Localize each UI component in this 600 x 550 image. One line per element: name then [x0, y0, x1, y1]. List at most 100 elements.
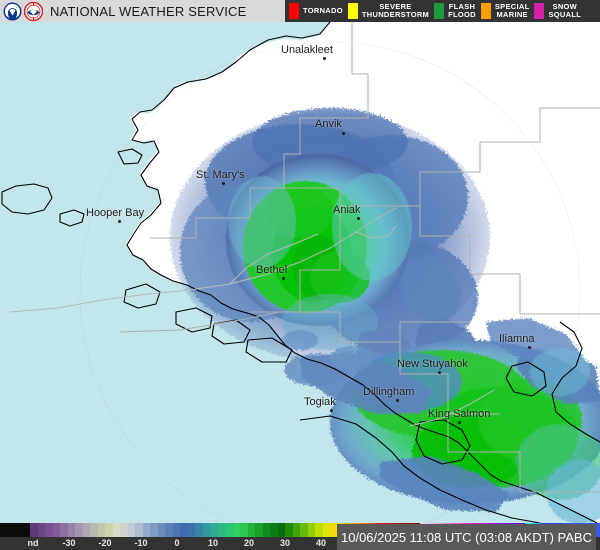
- radar-range-ring: [79, 41, 581, 523]
- scale-tick-label: -30: [62, 538, 76, 548]
- radar-map[interactable]: Unalakleet Anvik St. Mary's Hooper Bay A…: [0, 22, 600, 523]
- scale-swatch: [75, 523, 83, 537]
- scale-swatch: [202, 523, 210, 537]
- scale-swatch: [7, 523, 15, 537]
- scale-swatch: [330, 523, 338, 537]
- scale-swatch: [195, 523, 203, 537]
- scale-tick-label: 20: [243, 538, 255, 548]
- scale-swatch: [187, 523, 195, 537]
- county-boundaries: [119, 22, 600, 493]
- special-marine-label-line1: SPECIAL: [494, 1, 530, 11]
- nws-logo: [23, 1, 44, 21]
- city-dot-unalakleet: [323, 57, 326, 60]
- scale-swatch: [270, 523, 278, 537]
- scale-swatch: [180, 523, 188, 537]
- snow-squall-label: SNOW SQUALL: [548, 1, 582, 20]
- scale-swatch: [240, 523, 248, 537]
- special-marine-label-line2: MARINE: [496, 10, 528, 19]
- rivers: [9, 207, 495, 427]
- scale-swatch: [262, 523, 270, 537]
- scale-swatch: [67, 523, 75, 537]
- scale-swatch: [300, 523, 308, 537]
- scale-swatch: [165, 523, 173, 537]
- tornado-label: TORNADO: [303, 5, 343, 16]
- scale-swatch: [52, 523, 60, 537]
- warning-legend: TORNADO SEVERE THUNDERSTORM FLASH FLOOD: [285, 0, 600, 22]
- scale-swatch: [135, 523, 143, 537]
- city-dot-new-stuyahok: [438, 371, 441, 374]
- scale-swatch: [97, 523, 105, 537]
- severe-thunderstorm-color-swatch: [347, 3, 358, 19]
- scale-swatch: [112, 523, 120, 537]
- scale-swatch: [120, 523, 128, 537]
- scale-swatch: [292, 523, 300, 537]
- scale-swatch: [210, 523, 218, 537]
- radar-echo-layer: [170, 108, 600, 523]
- scale-swatch: [217, 523, 225, 537]
- scale-swatch: [225, 523, 233, 537]
- scale-swatch: [285, 523, 293, 537]
- severe-thunderstorm-label-line1: SEVERE: [379, 1, 412, 11]
- special-marine-label: SPECIAL MARINE: [494, 1, 530, 20]
- scale-tick-label: -20: [98, 538, 112, 548]
- scale-tick-label: nd: [27, 538, 39, 548]
- city-dot-aniak: [357, 217, 360, 220]
- scale-swatch: [157, 523, 165, 537]
- scale-tick-label: 30: [279, 538, 291, 548]
- special-marine-color-swatch: [480, 3, 491, 19]
- snow-squall-label-line2: SQUALL: [548, 10, 582, 19]
- scale-swatch: [30, 523, 38, 537]
- scale-swatch: [90, 523, 98, 537]
- warning-legend-tornado: TORNADO: [289, 3, 343, 19]
- warning-legend-special-marine: SPECIAL MARINE: [480, 1, 530, 20]
- scale-swatch: [82, 523, 90, 537]
- city-dot-hooper-bay: [118, 220, 121, 223]
- scale-swatch: [105, 523, 113, 537]
- scale-tick-label: 0: [174, 538, 180, 548]
- warning-legend-severe-thunderstorm: SEVERE THUNDERSTORM: [347, 1, 430, 20]
- scale-swatch: [142, 523, 150, 537]
- tornado-color-swatch: [289, 3, 299, 19]
- city-dot-bethel: [282, 277, 285, 280]
- scale-swatch: [15, 523, 23, 537]
- scale-swatch: [150, 523, 158, 537]
- scale-swatch: [247, 523, 255, 537]
- scale-swatch: [45, 523, 53, 537]
- scale-swatch: [592, 523, 600, 537]
- scale-swatch: [172, 523, 180, 537]
- city-dot-king-salmon: [458, 421, 461, 424]
- city-dot-iliamna: [528, 346, 531, 349]
- scale-swatch: [322, 523, 330, 537]
- severe-thunderstorm-label-line2: THUNDERSTORM: [361, 10, 430, 19]
- noaa-logo: [3, 2, 22, 21]
- severe-thunderstorm-label: SEVERE THUNDERSTORM: [361, 1, 430, 20]
- agency-title: NATIONAL WEATHER SERVICE: [50, 3, 247, 19]
- city-dot-togiak: [330, 409, 333, 412]
- flash-flood-color-swatch: [434, 3, 445, 19]
- page-header: NATIONAL WEATHER SERVICE TORNADO SEVERE …: [0, 0, 600, 22]
- tornado-label-line1: TORNADO: [303, 5, 343, 15]
- scale-swatch: [307, 523, 315, 537]
- map-canvas: [0, 22, 600, 523]
- city-dot-st-marys: [222, 182, 225, 185]
- city-dot-anvik: [342, 132, 345, 135]
- flash-flood-label-line1: FLASH: [448, 1, 476, 11]
- scale-tick-label: 40: [315, 538, 327, 548]
- warning-legend-flash-flood: FLASH FLOOD: [434, 1, 476, 20]
- scale-tick-label: -10: [134, 538, 148, 548]
- scale-swatch: [277, 523, 285, 537]
- header-branding: NATIONAL WEATHER SERVICE: [0, 0, 285, 22]
- city-dot-dillingham: [396, 399, 399, 402]
- snow-squall-label-line1: SNOW: [552, 1, 578, 11]
- flash-flood-label-line2: FLOOD: [448, 10, 476, 19]
- snow-squall-color-swatch: [534, 3, 545, 19]
- status-timestamp: 10/06/2025 11:08 UTC (03:08 AKDT) PABC: [337, 524, 596, 550]
- scale-swatch: [232, 523, 240, 537]
- scale-swatch: [315, 523, 323, 537]
- scale-swatch: [22, 523, 30, 537]
- scale-swatch: [60, 523, 68, 537]
- flash-flood-label: FLASH FLOOD: [448, 1, 476, 20]
- warning-legend-snow-squall: SNOW SQUALL: [534, 1, 582, 20]
- scale-swatch: [0, 523, 8, 537]
